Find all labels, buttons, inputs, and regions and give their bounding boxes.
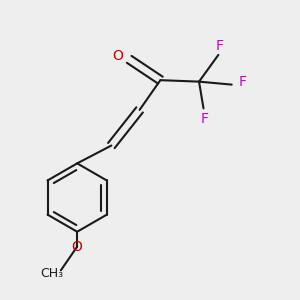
Text: F: F [216, 39, 224, 53]
Text: F: F [239, 75, 247, 88]
Text: O: O [112, 50, 123, 63]
Text: F: F [201, 112, 209, 126]
Text: O: O [72, 240, 83, 254]
Text: CH₃: CH₃ [40, 267, 64, 280]
